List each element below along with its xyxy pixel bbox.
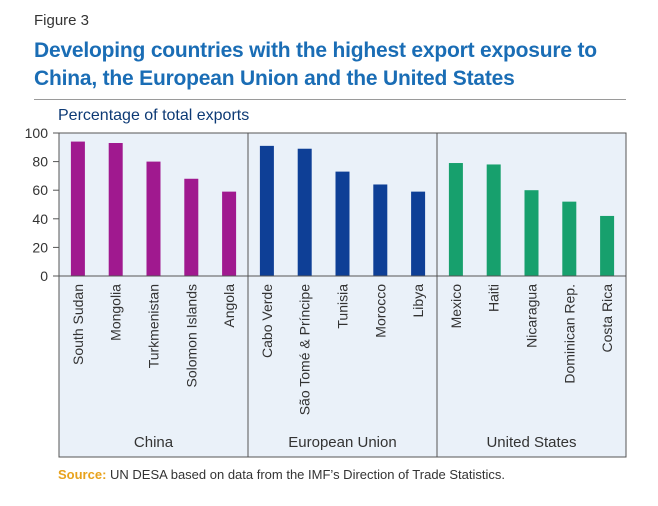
y-tick-label: 60 [32, 182, 48, 198]
y-tick-label: 40 [32, 211, 48, 227]
group-label: European Union [288, 434, 396, 451]
y-tick-label: 80 [32, 154, 48, 170]
figure-label: Figure 3 [34, 12, 90, 29]
bar-libya [411, 191, 426, 276]
bar-dominican-rep- [562, 201, 577, 276]
y-tick-label: 20 [32, 239, 48, 255]
x-tick-label: Mexico [448, 284, 464, 329]
x-tick-label: São Tomé & Príncipe [297, 284, 313, 415]
bars [70, 141, 615, 276]
x-tick-label: Haiti [486, 284, 502, 312]
y-axis-label: Percentage of total exports [58, 107, 250, 124]
bar-nicaragua [524, 190, 539, 276]
x-tick-label: Mongolia [108, 284, 124, 341]
bar-solomon-islands [184, 178, 199, 276]
x-tick-label: Libya [410, 284, 426, 318]
x-tick-label: Cabo Verde [259, 284, 275, 358]
bar-mexico [448, 163, 463, 276]
x-tick-label: Dominican Rep. [561, 284, 577, 384]
title-divider [34, 99, 626, 100]
x-tick-label: Costa Rica [599, 284, 615, 353]
x-tick-label: Tunisia [335, 284, 351, 329]
x-tick-label: Angola [221, 284, 237, 328]
bar-angola [222, 191, 237, 276]
x-tick-label: Turkmenistan [146, 284, 162, 368]
bar-cabo-verde [259, 145, 274, 276]
x-tick-label: Nicaragua [524, 284, 540, 348]
x-tick-label: Solomon Islands [183, 284, 199, 388]
y-axis: 0 20 40 60 80 100 [25, 125, 59, 284]
bar-morocco [373, 184, 388, 276]
x-axis: South Sudan Mongolia Turkmenistan Solomon I… [59, 133, 626, 457]
bar-mongolia [108, 143, 123, 276]
bar-haiti [486, 164, 501, 276]
bar-costa-rica [600, 215, 615, 276]
y-tick-label: 0 [40, 268, 48, 284]
x-tick-label: Morocco [372, 284, 388, 338]
bar-s-o-tom-pr-ncipe [297, 148, 312, 276]
source-key: Source: [58, 467, 107, 482]
bar-tunisia [335, 171, 350, 276]
x-tick-label: South Sudan [70, 284, 86, 365]
source-text: UN DESA based on data from the IMF’s Dir… [110, 467, 506, 482]
bar-south-sudan [70, 141, 85, 276]
group-label: United States [486, 434, 576, 451]
bar-turkmenistan [146, 161, 161, 276]
group-label: China [134, 434, 174, 451]
chart-title: Developing countries with the highest ex… [34, 39, 597, 90]
source-note: Source: UN DESA based on data from the I… [58, 467, 505, 482]
y-tick-label: 100 [25, 125, 49, 141]
